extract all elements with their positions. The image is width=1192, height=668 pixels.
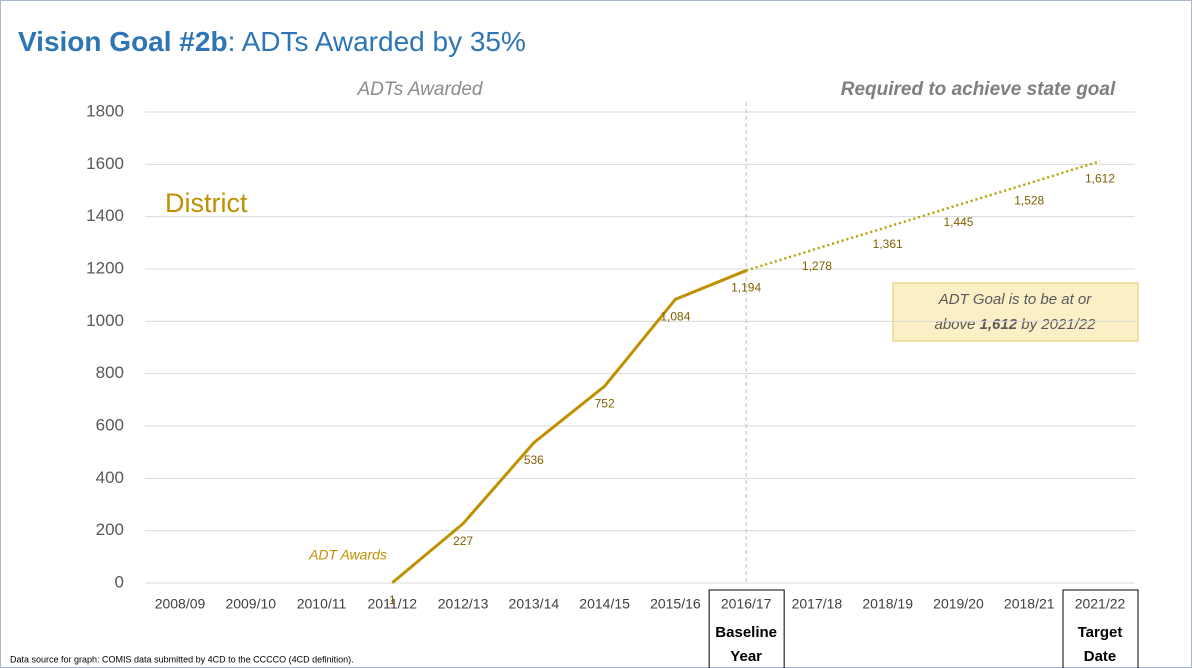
y-tick-label: 200: [96, 520, 124, 539]
x-tick-label: 2018/21: [1004, 596, 1055, 612]
legend-label: ADT Awards: [308, 547, 387, 563]
subtitle: District: [165, 188, 248, 218]
title-rest: : ADTs Awarded by 35%: [228, 26, 526, 57]
data-label: 1,194: [731, 281, 761, 295]
data-label: 1,612: [1085, 171, 1115, 185]
data-label: 1,445: [943, 215, 973, 229]
data-label: 1,528: [1014, 193, 1044, 207]
data-label: 1,084: [660, 310, 690, 324]
section-label: ADTs Awarded: [357, 79, 484, 100]
annotation-box: [892, 282, 1139, 342]
y-tick-label: 800: [96, 363, 124, 382]
annotation: above 1,612 by 2021/22: [935, 316, 1097, 333]
y-tick-label: 1000: [86, 311, 124, 330]
x-tick-label: 2008/09: [155, 596, 206, 612]
x-tick-label: 2021/22: [1075, 596, 1126, 612]
annotation: ADT Goal is to be at or: [938, 291, 1093, 308]
x-tick-label: 2014/15: [579, 596, 630, 612]
note-text: Baseline: [715, 624, 777, 641]
data-label: 536: [524, 453, 544, 467]
data-label: 1,278: [802, 259, 832, 273]
y-tick-label: 1600: [86, 154, 124, 173]
note-text: Target: [1078, 624, 1123, 641]
x-tick-label: 2012/13: [438, 596, 489, 612]
x-tick-label: 2019/20: [933, 596, 984, 612]
x-tick-label: 2010/11: [297, 596, 347, 612]
y-tick-label: 600: [96, 415, 124, 434]
section-label: Required to achieve state goal: [841, 79, 1116, 100]
x-tick-label: 2009/10: [225, 596, 276, 612]
data-label: 1,361: [873, 237, 903, 251]
annotation-part: 1,612: [980, 316, 1018, 333]
y-tick-label: 1200: [86, 258, 124, 277]
x-tick-label: 2015/16: [650, 596, 701, 612]
y-tick-label: 400: [96, 468, 124, 487]
note-box: [1062, 589, 1139, 668]
chart-title: Vision Goal #2b: ADTs Awarded by 35%: [18, 26, 526, 57]
data-label: 227: [453, 534, 473, 548]
x-tick-label: 2016/17: [721, 596, 772, 612]
source-note: Data source for graph: COMIS data submit…: [10, 654, 354, 664]
title-bold: Vision Goal #2b: [18, 26, 228, 57]
annotation-part: above: [935, 316, 980, 333]
series-line: [391, 269, 747, 584]
data-label: 1: [389, 593, 396, 607]
x-tick-label: 2017/18: [792, 596, 843, 612]
x-tick-label: 2013/14: [509, 596, 560, 612]
note-box: [708, 589, 785, 668]
note-text: Year: [730, 648, 762, 665]
annotation-part: by 2021/22: [1017, 316, 1096, 333]
y-tick-label: 1800: [86, 101, 124, 120]
x-tick-label: 2018/19: [862, 596, 913, 612]
y-tick-label: 0: [115, 572, 124, 591]
note-text: Date: [1084, 648, 1117, 665]
data-label: 752: [595, 396, 615, 410]
x-tick-label: 2011/12: [368, 596, 418, 612]
y-tick-label: 1400: [86, 206, 124, 225]
series-line: [745, 159, 1101, 272]
